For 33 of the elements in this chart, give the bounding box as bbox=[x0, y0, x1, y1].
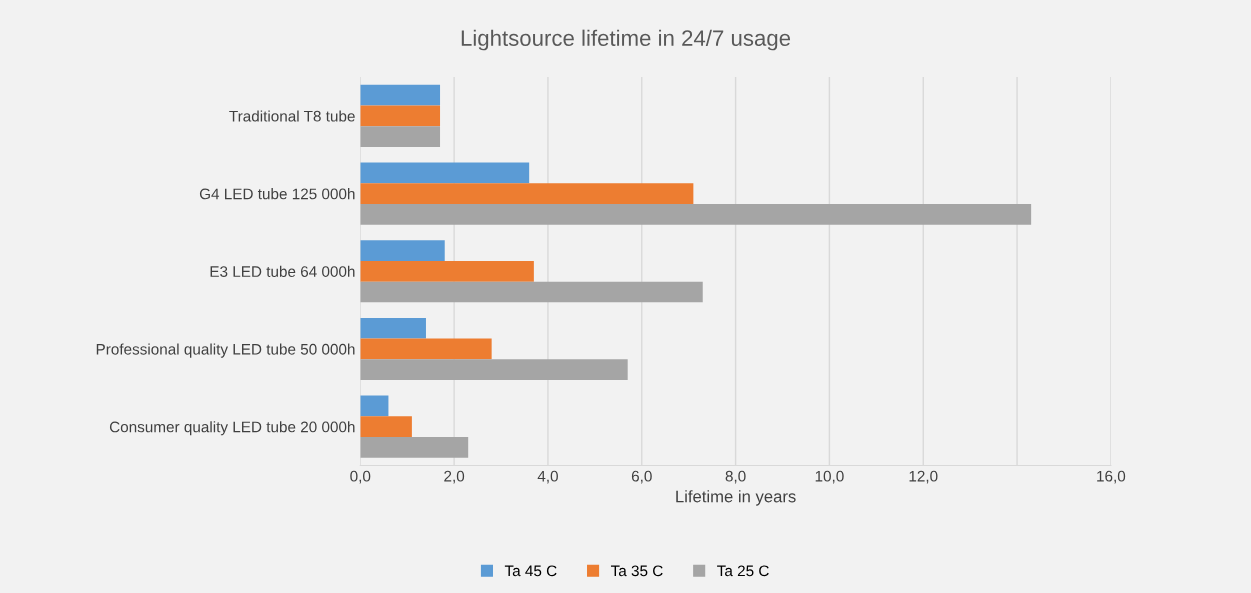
bar bbox=[360, 183, 694, 204]
x-tick-label: 16,0 bbox=[1097, 470, 1126, 484]
y-tick-label: Professional quality LED tube 50 000h bbox=[96, 343, 355, 358]
bar bbox=[360, 281, 703, 303]
bar bbox=[360, 105, 441, 127]
y-tick-label: Traditional T8 tube bbox=[229, 110, 355, 122]
y-tick-label: E3 LED tube 64 000h bbox=[210, 265, 355, 277]
x-tick-label: 4,0 bbox=[537, 470, 558, 484]
y-tick-label: Consumer quality LED tube 20 000h bbox=[109, 421, 355, 436]
x-axis-title: Lifetime in years bbox=[676, 490, 796, 506]
chart-title: Lightsource lifetime in 24/7 usage bbox=[461, 29, 791, 51]
y-tick-label: G4 LED tube 125 000h bbox=[199, 188, 355, 200]
x-tick-label: 8,0 bbox=[725, 470, 746, 484]
bar bbox=[360, 240, 445, 261]
bar bbox=[360, 338, 492, 360]
bar bbox=[360, 162, 530, 184]
bar bbox=[360, 260, 534, 282]
legend-label: Ta 35 C bbox=[610, 565, 663, 577]
x-tick-label: 6,0 bbox=[631, 470, 652, 484]
bar bbox=[360, 84, 441, 106]
x-tick-label: 2,0 bbox=[444, 470, 465, 484]
bar bbox=[360, 317, 426, 339]
bar bbox=[360, 395, 389, 417]
x-tick-label: 12,0 bbox=[909, 470, 938, 484]
bar bbox=[360, 203, 1032, 225]
bar bbox=[360, 416, 412, 438]
x-tick-label: 10,0 bbox=[815, 470, 844, 484]
legend-label: Ta 25 C bbox=[717, 565, 769, 577]
bar bbox=[360, 126, 441, 147]
legend-label: Ta 45 C bbox=[504, 565, 557, 577]
x-tick-label: 0,0 bbox=[350, 470, 371, 484]
bar bbox=[360, 437, 469, 458]
bar bbox=[360, 359, 628, 381]
